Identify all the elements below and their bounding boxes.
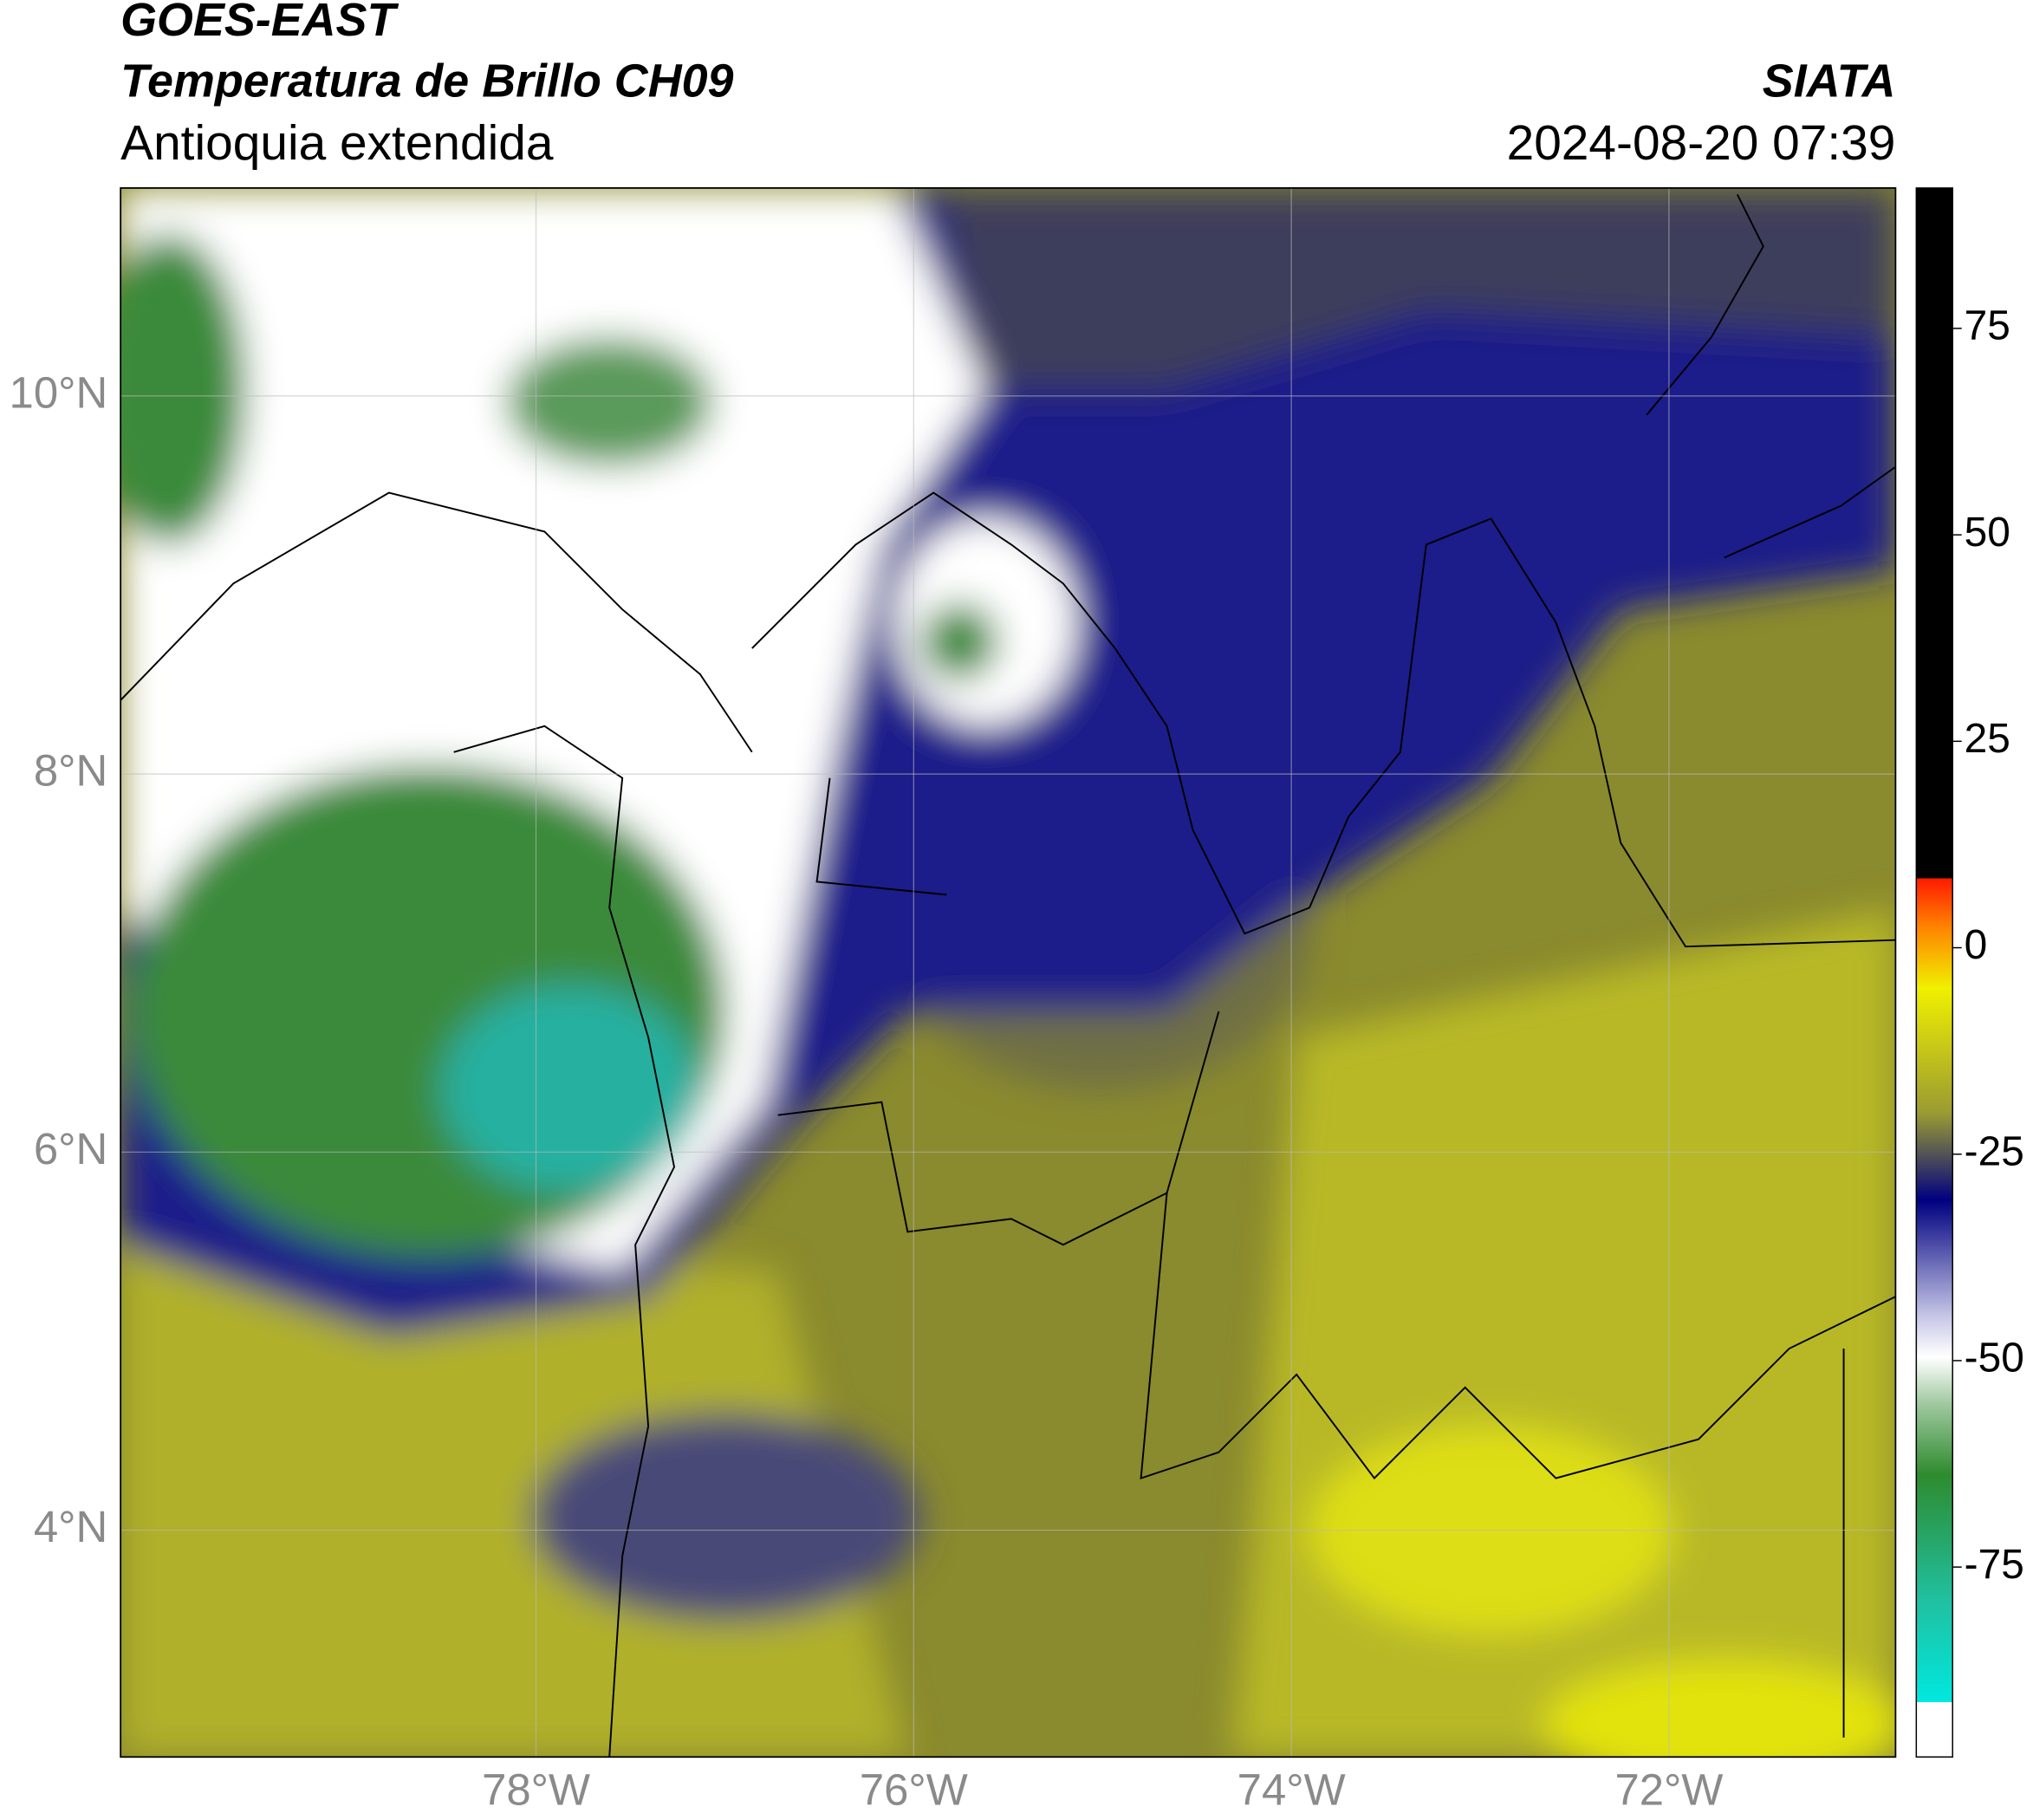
colorbar-tick-label: -75 (1965, 1542, 2024, 1588)
satellite-image (120, 187, 1896, 1758)
colorbar-tick-label: 25 (1965, 716, 2010, 762)
colorbar-tick-label: 0 (1965, 922, 1988, 968)
colorbar-tick-label: -25 (1965, 1128, 2024, 1174)
datetime: 2024-08-20 07:39 (1507, 116, 1896, 171)
y-tick-label: 10°N (10, 367, 108, 417)
x-tick-label: 76°W (860, 1765, 968, 1815)
colorbar-tick-label: 75 (1965, 303, 2010, 349)
x-tick-label: 72°W (1614, 1765, 1723, 1815)
grid (120, 187, 1896, 1758)
subtitle: Temperatura de Brillo CH09 (120, 55, 733, 107)
colorbar-tick-label: 50 (1965, 510, 2010, 556)
border (751, 491, 1896, 948)
colorbar (1915, 187, 1953, 1758)
x-tick-label: 74°W (1237, 1765, 1346, 1815)
border (777, 777, 1896, 1480)
y-tick-label: 6°N (34, 1124, 107, 1173)
coastline (1646, 193, 1896, 559)
y-tick-label: 4°N (34, 1502, 107, 1551)
coastline (120, 491, 753, 1758)
x-tick-label: 78°W (482, 1765, 590, 1815)
region: Antioquia extendida (120, 116, 554, 171)
source: SIATA (1763, 55, 1896, 107)
colorbar-tick-label: -50 (1965, 1336, 2024, 1381)
title: GOES-EAST (120, 0, 399, 46)
map-frame (120, 187, 1897, 1758)
y-tick-label: 8°N (34, 746, 107, 796)
